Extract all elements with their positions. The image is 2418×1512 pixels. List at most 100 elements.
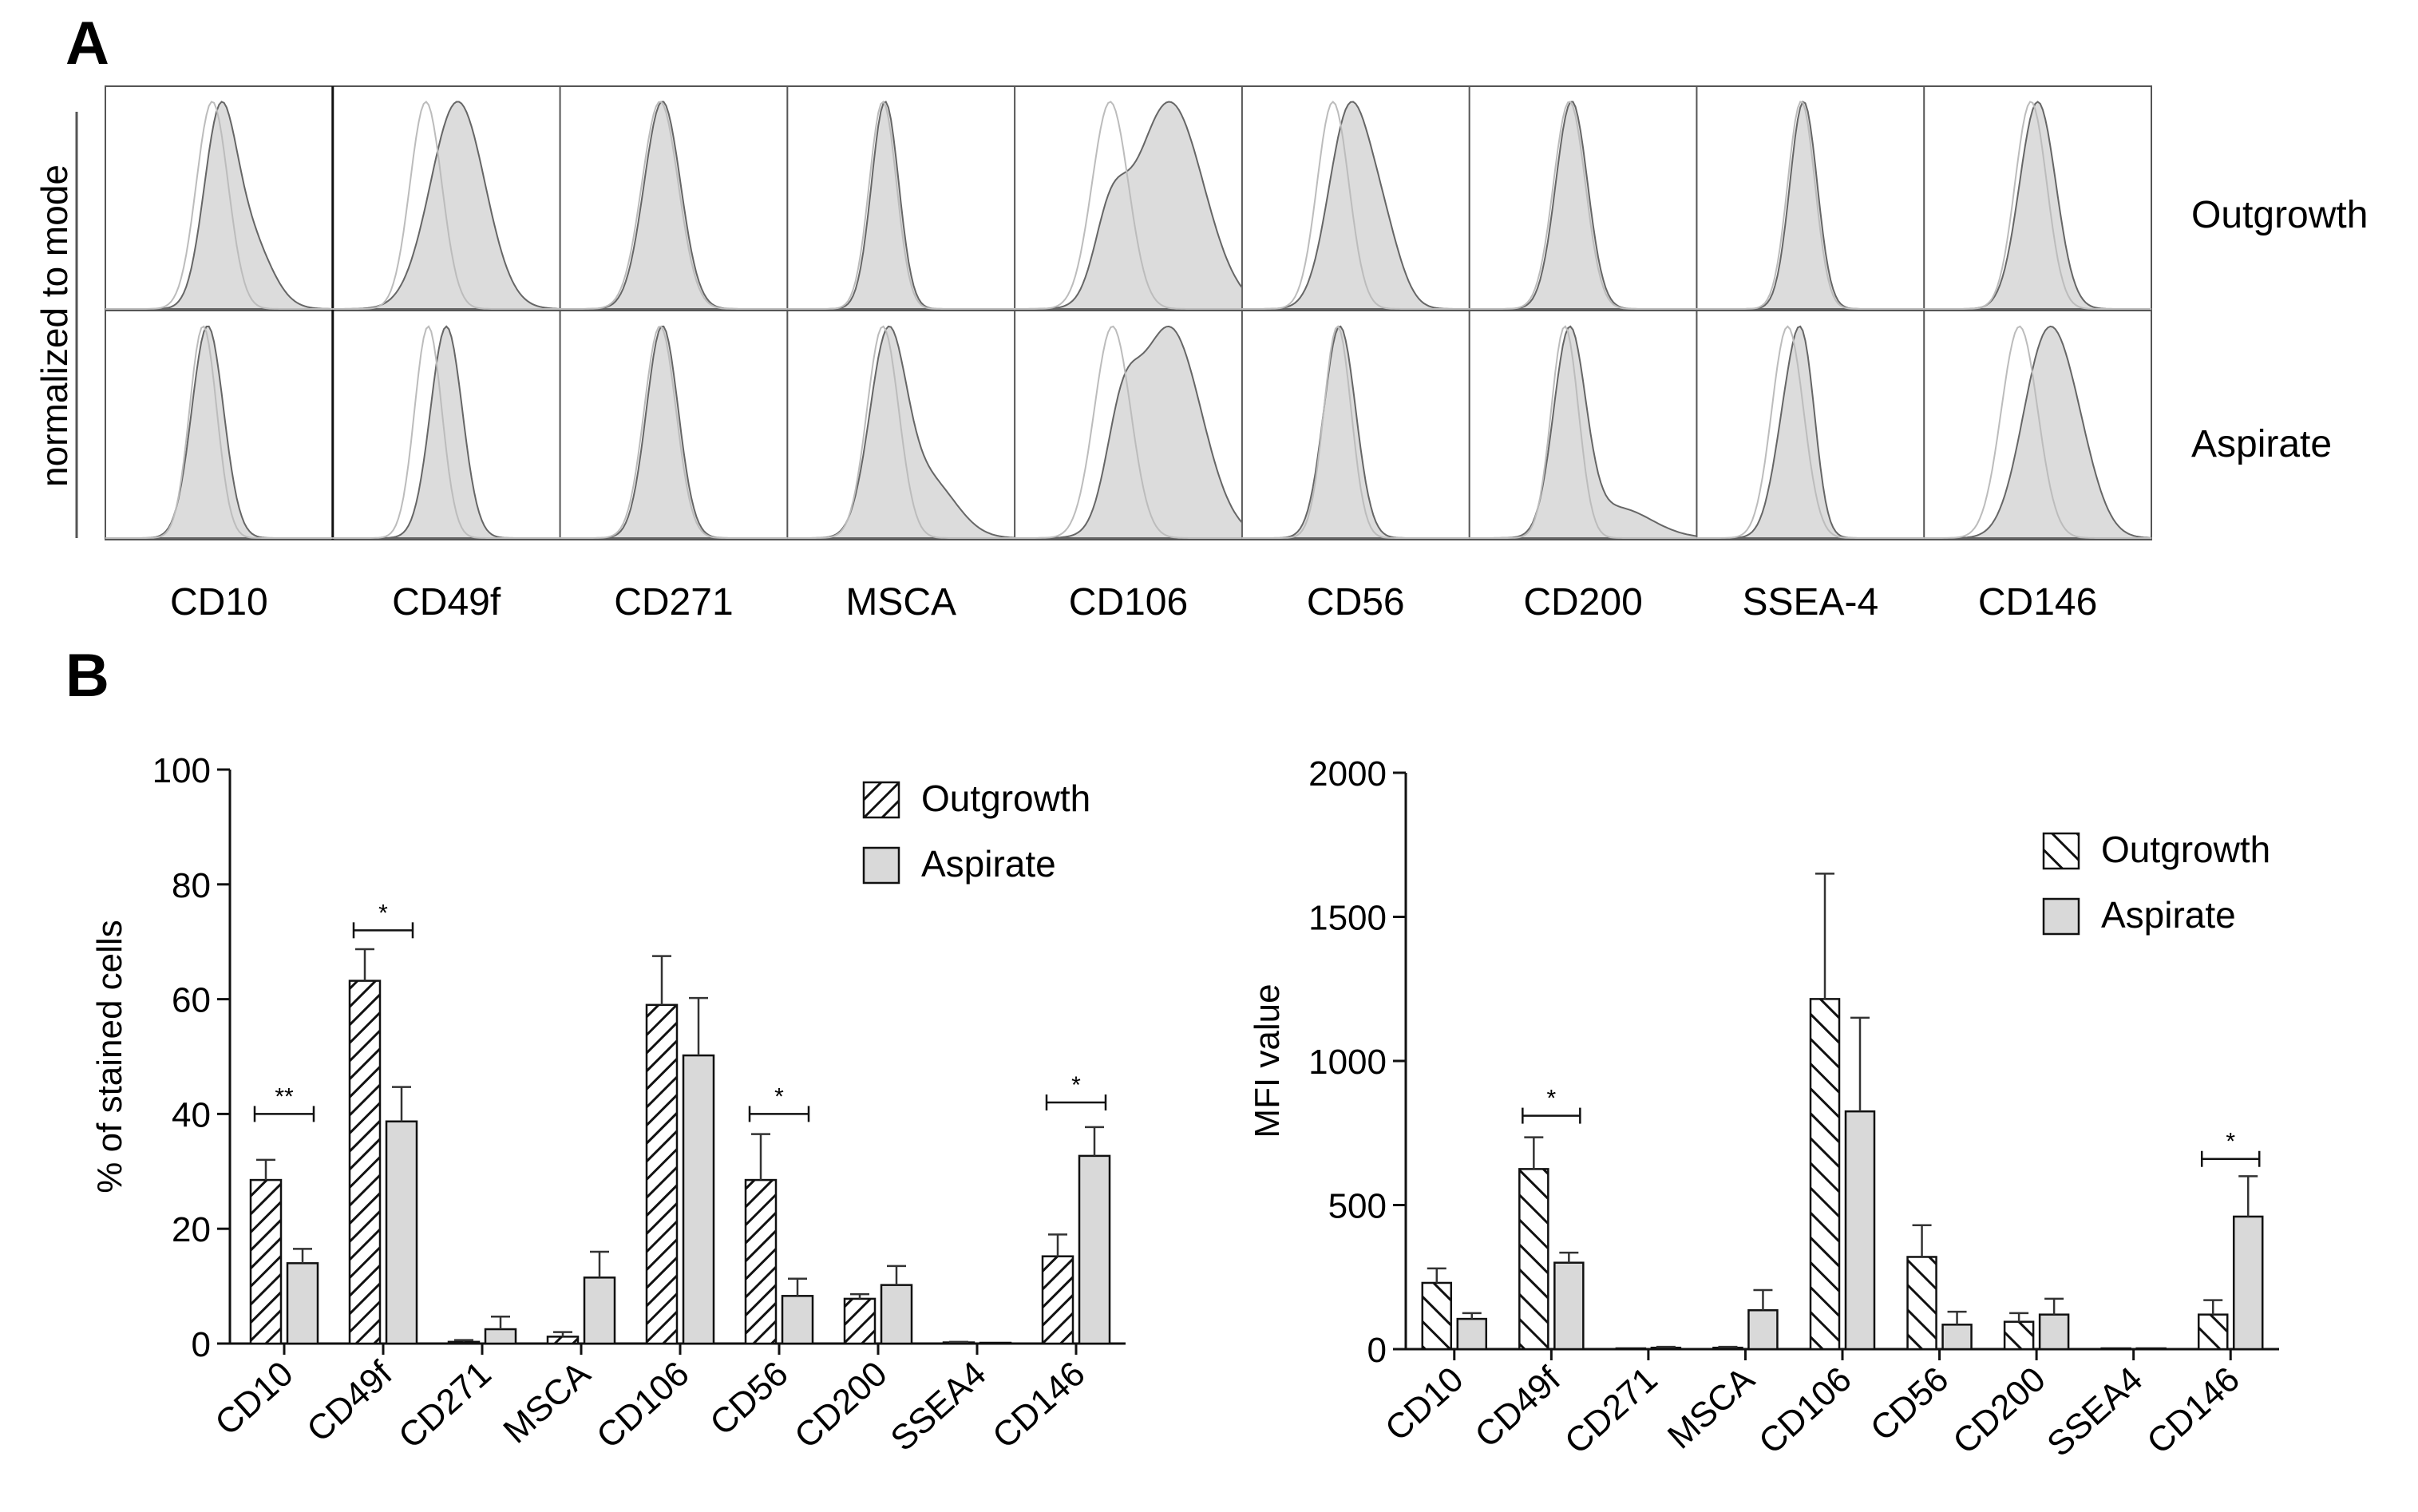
y-tick-label: 1000 bbox=[1308, 1043, 1387, 1082]
y-axis-title: MFI value bbox=[1248, 984, 1287, 1138]
x-tick-label: MSCA bbox=[496, 1354, 598, 1451]
legend-swatch-aspirate bbox=[862, 846, 900, 885]
panel-a-label: A bbox=[65, 10, 109, 77]
stained-histogram bbox=[787, 101, 1015, 310]
histogram-cd200-outgrowth bbox=[1469, 101, 1697, 310]
row-label-aspirate: Aspirate bbox=[2191, 423, 2332, 465]
legend-label-outgrowth: Outgrowth bbox=[921, 778, 1090, 819]
marker-label-cd49f: CD49f bbox=[392, 581, 501, 623]
x-tick-label: CD56 bbox=[702, 1354, 795, 1443]
isotype-histogram bbox=[1015, 101, 1242, 310]
bar-aspirate-cd200 bbox=[2038, 1313, 2070, 1351]
histogram-cd146-aspirate bbox=[1924, 325, 2152, 539]
stained-histogram bbox=[332, 101, 561, 310]
significance-label: * bbox=[774, 1083, 784, 1110]
bar-aspirate-cd49f bbox=[385, 1120, 418, 1345]
bar-aspirate-cd271 bbox=[1650, 1346, 1682, 1351]
x-tick-label: CD200 bbox=[787, 1354, 895, 1456]
bar-aspirate-msca bbox=[583, 1276, 616, 1345]
y-tick-label: 20 bbox=[172, 1210, 211, 1249]
marker-label-cd271: CD271 bbox=[614, 581, 733, 623]
bar-aspirate-cd10 bbox=[286, 1262, 319, 1345]
isotype-histogram bbox=[1241, 101, 1470, 310]
bar-aspirate-cd49f bbox=[1553, 1261, 1585, 1351]
marker-label-cd56: CD56 bbox=[1307, 581, 1405, 623]
legend-label-aspirate: Aspirate bbox=[921, 843, 1056, 885]
isotype-histogram bbox=[105, 325, 333, 539]
histogram-cd10-outgrowth bbox=[105, 101, 334, 310]
bar-outgrowth-cd271 bbox=[447, 1340, 481, 1345]
marker-label-msca: MSCA bbox=[845, 581, 956, 623]
isotype-histogram bbox=[560, 325, 788, 539]
bar-outgrowth-cd271 bbox=[1615, 1347, 1647, 1351]
isotype-histogram bbox=[1696, 325, 1925, 539]
x-tick-label: CD200 bbox=[1945, 1360, 2053, 1462]
y-tick-label: 0 bbox=[1367, 1331, 1387, 1370]
legend-label-outgrowth: Outgrowth bbox=[2101, 829, 2270, 870]
histogram-cd49f-aspirate bbox=[332, 325, 560, 539]
bar-aspirate-cd271 bbox=[484, 1328, 517, 1345]
bar-aspirate-msca bbox=[1747, 1309, 1779, 1351]
x-tick-label: CD106 bbox=[1751, 1360, 1859, 1462]
legend-swatch-aspirate bbox=[2042, 897, 2080, 936]
significance-label: * bbox=[2226, 1129, 2235, 1155]
legend-swatch-outgrowth bbox=[862, 781, 900, 819]
x-tick-label: CD146 bbox=[985, 1354, 1093, 1456]
isotype-histogram bbox=[560, 101, 788, 310]
histogram-grid-frame bbox=[105, 85, 2152, 540]
x-tick-label: CD56 bbox=[1863, 1360, 1956, 1449]
stained-histogram bbox=[1241, 325, 1470, 539]
bar-outgrowth-cd56 bbox=[1906, 1256, 1937, 1351]
bar-outgrowth-cd10 bbox=[1421, 1281, 1453, 1351]
bar-outgrowth-cd10 bbox=[249, 1178, 283, 1345]
bar-outgrowth-cd49f bbox=[1518, 1168, 1549, 1351]
stained-histogram bbox=[560, 101, 788, 310]
histogram-cd56-aspirate bbox=[1241, 325, 1470, 539]
histogram-msca-outgrowth bbox=[787, 100, 1015, 310]
y-tick-label: 80 bbox=[172, 866, 211, 905]
bar-outgrowth-cd49f bbox=[348, 980, 382, 1345]
histogram-ssea-4-aspirate bbox=[1696, 325, 1925, 539]
x-tick-label: SSEA4 bbox=[2040, 1360, 2150, 1464]
stained-histogram bbox=[1015, 101, 1243, 310]
legend-label-aspirate: Aspirate bbox=[2101, 894, 2236, 936]
isotype-histogram bbox=[1241, 325, 1470, 539]
isotype-histogram bbox=[1469, 101, 1697, 310]
y-axis-title: % of stained cells bbox=[90, 920, 129, 1193]
isotype-histogram bbox=[787, 325, 1015, 539]
bar-aspirate-cd10 bbox=[1456, 1317, 1488, 1351]
histogram-cd106-outgrowth bbox=[1015, 101, 1243, 310]
isotype-histogram bbox=[1469, 325, 1697, 539]
bar-outgrowth-cd200 bbox=[843, 1297, 877, 1345]
histogram-cd56-outgrowth bbox=[1241, 101, 1470, 310]
mfi-chart: 0 500 1000 1500 2000 MFI value CD10CD49fCD271M… bbox=[1248, 754, 2279, 1464]
histogram-cd271-outgrowth bbox=[560, 101, 788, 310]
stained-histogram bbox=[1696, 101, 1925, 310]
significance-label: * bbox=[1071, 1072, 1081, 1098]
marker-labels: CD10 CD49f CD271 MSCA CD106 CD56 CD200 SSEA-4 CD… bbox=[170, 581, 2097, 623]
bar-aspirate-cd200 bbox=[880, 1284, 913, 1345]
y-tick-label: 0 bbox=[192, 1325, 211, 1364]
y-tick-label: 100 bbox=[152, 751, 211, 790]
panel-b-label: B bbox=[65, 642, 109, 710]
significance-label: * bbox=[1546, 1086, 1556, 1112]
isotype-histogram bbox=[1924, 101, 2151, 310]
bar-outgrowth-msca bbox=[546, 1336, 580, 1345]
y-tick-label: 1500 bbox=[1308, 899, 1387, 938]
marker-label-cd146: CD146 bbox=[1978, 581, 2097, 623]
isotype-histogram bbox=[105, 101, 333, 310]
bar-aspirate-ssea4 bbox=[2135, 1347, 2167, 1351]
x-tick-label: CD10 bbox=[1378, 1360, 1470, 1449]
marker-label-cd10: CD10 bbox=[170, 581, 268, 623]
bar-aspirate-cd56 bbox=[1941, 1324, 1973, 1351]
legend-swatch-outgrowth bbox=[2042, 832, 2080, 870]
isotype-histogram bbox=[787, 100, 1015, 310]
bar-aspirate-cd146 bbox=[2232, 1215, 2264, 1351]
x-tick-label: SSEA4 bbox=[883, 1354, 993, 1459]
x-tick-label: CD10 bbox=[208, 1354, 300, 1443]
isotype-histogram bbox=[1696, 101, 1925, 310]
x-tick-label: CD49f bbox=[1468, 1359, 1569, 1455]
bar-aspirate-ssea4 bbox=[979, 1341, 1012, 1345]
significance-label: * bbox=[378, 900, 388, 926]
